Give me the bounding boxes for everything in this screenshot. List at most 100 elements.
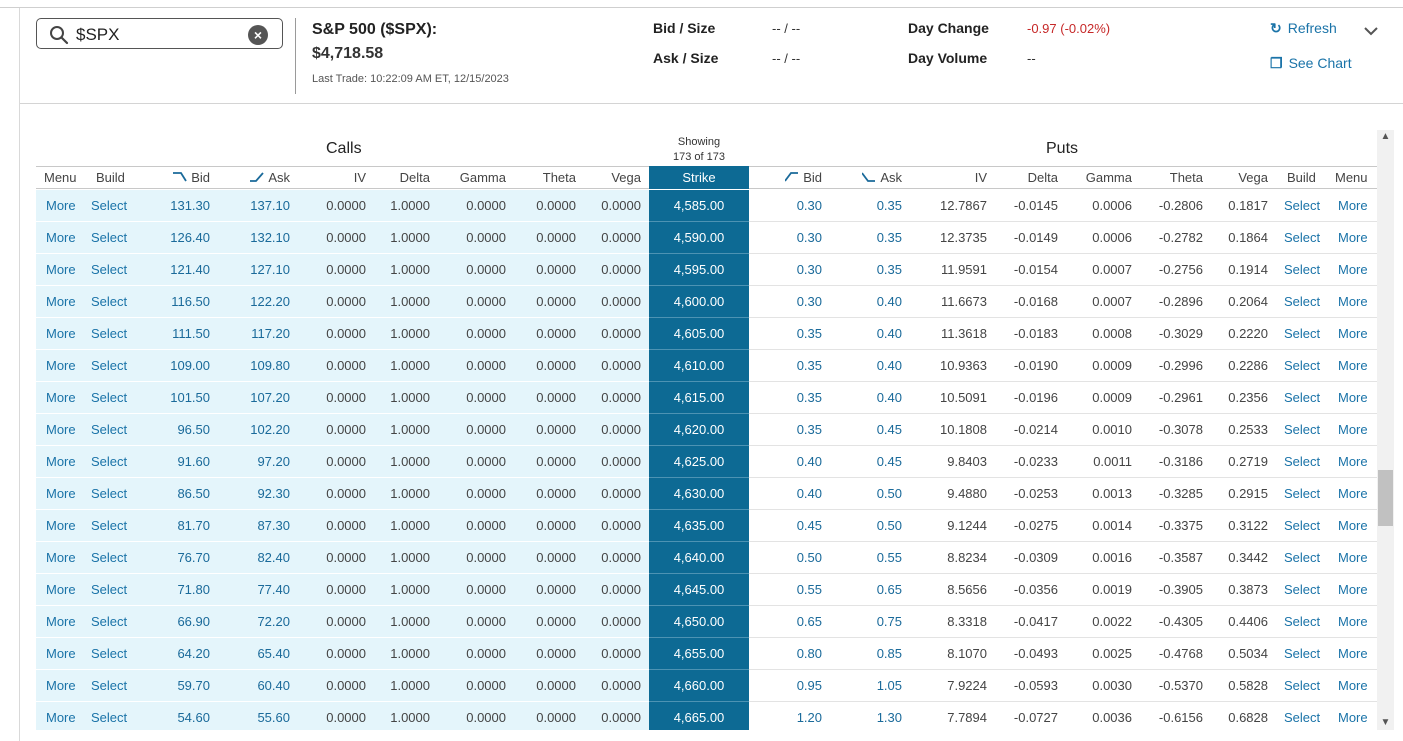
put-select-link[interactable]: Select [1284, 646, 1321, 661]
put-bid[interactable]: 0.35 [796, 422, 822, 437]
put-more-link[interactable]: More [1338, 646, 1368, 661]
symbol-search-value[interactable]: $SPX [76, 25, 120, 44]
put-ask[interactable]: 0.40 [876, 294, 902, 309]
put-bid[interactable]: 0.45 [796, 518, 822, 533]
put-more-link[interactable]: More [1338, 198, 1368, 213]
call-ask[interactable]: 127.10 [250, 262, 290, 277]
call-more-link[interactable]: More [46, 358, 76, 373]
call-ask[interactable]: 77.40 [257, 582, 290, 597]
put-ask[interactable]: 0.50 [876, 486, 902, 501]
put-ask[interactable]: 0.85 [876, 646, 902, 661]
put-select-link[interactable]: Select [1284, 678, 1321, 693]
put-more-link[interactable]: More [1338, 230, 1368, 245]
call-ask[interactable]: 117.20 [251, 326, 290, 341]
put-ask-header[interactable]: Ask [846, 170, 902, 185]
symbol-search-field[interactable]: $SPX × [36, 18, 283, 49]
put-more-link[interactable]: More [1338, 518, 1368, 533]
call-bid[interactable]: 111.50 [172, 326, 210, 341]
put-bid[interactable]: 0.55 [796, 582, 822, 597]
call-select-link[interactable]: Select [91, 294, 128, 309]
put-select-link[interactable]: Select [1284, 294, 1321, 309]
call-ask[interactable]: 60.40 [257, 678, 290, 693]
put-select-link[interactable]: Select [1284, 614, 1321, 629]
call-select-link[interactable]: Select [91, 550, 128, 565]
put-bid[interactable]: 0.35 [796, 390, 822, 405]
call-bid[interactable]: 81.70 [177, 518, 210, 533]
call-select-link[interactable]: Select [91, 486, 128, 501]
put-select-link[interactable]: Select [1284, 518, 1321, 533]
call-more-link[interactable]: More [46, 422, 76, 437]
call-more-link[interactable]: More [46, 198, 76, 213]
call-more-link[interactable]: More [46, 582, 76, 597]
call-select-link[interactable]: Select [91, 198, 128, 213]
call-bid-header[interactable]: Bid [156, 170, 210, 185]
call-ask[interactable]: 102.20 [250, 422, 290, 437]
call-ask[interactable]: 72.20 [257, 614, 290, 629]
put-select-link[interactable]: Select [1284, 262, 1321, 277]
call-ask[interactable]: 122.20 [250, 294, 290, 309]
call-select-link[interactable]: Select [91, 646, 128, 661]
put-bid[interactable]: 0.30 [796, 262, 822, 277]
put-ask[interactable]: 1.05 [876, 678, 902, 693]
call-select-link[interactable]: Select [91, 390, 128, 405]
call-ask[interactable]: 82.40 [257, 550, 290, 565]
call-more-link[interactable]: More [46, 646, 76, 661]
put-select-link[interactable]: Select [1284, 486, 1321, 501]
put-more-link[interactable]: More [1338, 454, 1368, 469]
call-bid[interactable]: 126.40 [170, 230, 210, 245]
put-ask[interactable]: 0.35 [876, 262, 902, 277]
call-ask[interactable]: 87.30 [257, 518, 290, 533]
call-bid[interactable]: 59.70 [177, 678, 210, 693]
call-bid[interactable]: 131.30 [170, 198, 210, 213]
call-more-link[interactable]: More [46, 550, 76, 565]
put-ask[interactable]: 0.40 [876, 326, 902, 341]
vertical-scrollbar[interactable]: ▲ ▼ [1377, 130, 1394, 730]
call-bid[interactable]: 66.90 [177, 614, 210, 629]
call-bid[interactable]: 116.50 [171, 294, 210, 309]
call-more-link[interactable]: More [46, 294, 76, 309]
call-more-link[interactable]: More [46, 614, 76, 629]
put-more-link[interactable]: More [1338, 294, 1368, 309]
call-ask[interactable]: 55.60 [257, 710, 290, 725]
put-bid-header[interactable]: Bid [772, 170, 822, 185]
put-bid[interactable]: 0.30 [796, 230, 822, 245]
put-select-link[interactable]: Select [1284, 198, 1321, 213]
scroll-up-icon[interactable]: ▲ [1380, 131, 1391, 142]
chevron-down-icon[interactable] [1362, 22, 1380, 40]
put-more-link[interactable]: More [1338, 678, 1368, 693]
put-ask[interactable]: 0.45 [876, 454, 902, 469]
call-select-link[interactable]: Select [91, 678, 128, 693]
call-ask[interactable]: 97.20 [257, 454, 290, 469]
put-ask[interactable]: 0.55 [876, 550, 902, 565]
put-ask[interactable]: 0.40 [876, 358, 902, 373]
put-select-link[interactable]: Select [1284, 230, 1321, 245]
call-bid[interactable]: 91.60 [177, 454, 210, 469]
call-bid[interactable]: 54.60 [177, 710, 210, 725]
put-more-link[interactable]: More [1338, 390, 1368, 405]
put-ask[interactable]: 0.45 [876, 422, 902, 437]
put-more-link[interactable]: More [1338, 422, 1368, 437]
call-more-link[interactable]: More [46, 454, 76, 469]
put-ask[interactable]: 1.30 [876, 710, 902, 725]
call-bid[interactable]: 76.70 [177, 550, 210, 565]
put-bid[interactable]: 1.20 [796, 710, 822, 725]
put-bid[interactable]: 0.35 [796, 358, 822, 373]
call-select-link[interactable]: Select [91, 230, 128, 245]
put-select-link[interactable]: Select [1284, 390, 1321, 405]
refresh-button[interactable]: ↻ Refresh [1270, 20, 1337, 37]
call-select-link[interactable]: Select [91, 262, 128, 277]
clear-search-icon[interactable]: × [248, 25, 268, 45]
call-select-link[interactable]: Select [91, 614, 128, 629]
put-select-link[interactable]: Select [1284, 326, 1321, 341]
call-ask[interactable]: 107.20 [250, 390, 290, 405]
put-select-link[interactable]: Select [1284, 582, 1321, 597]
call-more-link[interactable]: More [46, 326, 76, 341]
put-select-link[interactable]: Select [1284, 454, 1321, 469]
put-ask[interactable]: 0.65 [876, 582, 902, 597]
call-ask-header[interactable]: Ask [232, 170, 290, 185]
call-bid[interactable]: 86.50 [177, 486, 210, 501]
put-ask[interactable]: 0.50 [876, 518, 902, 533]
call-select-link[interactable]: Select [91, 518, 128, 533]
call-select-link[interactable]: Select [91, 422, 128, 437]
call-select-link[interactable]: Select [91, 326, 128, 341]
